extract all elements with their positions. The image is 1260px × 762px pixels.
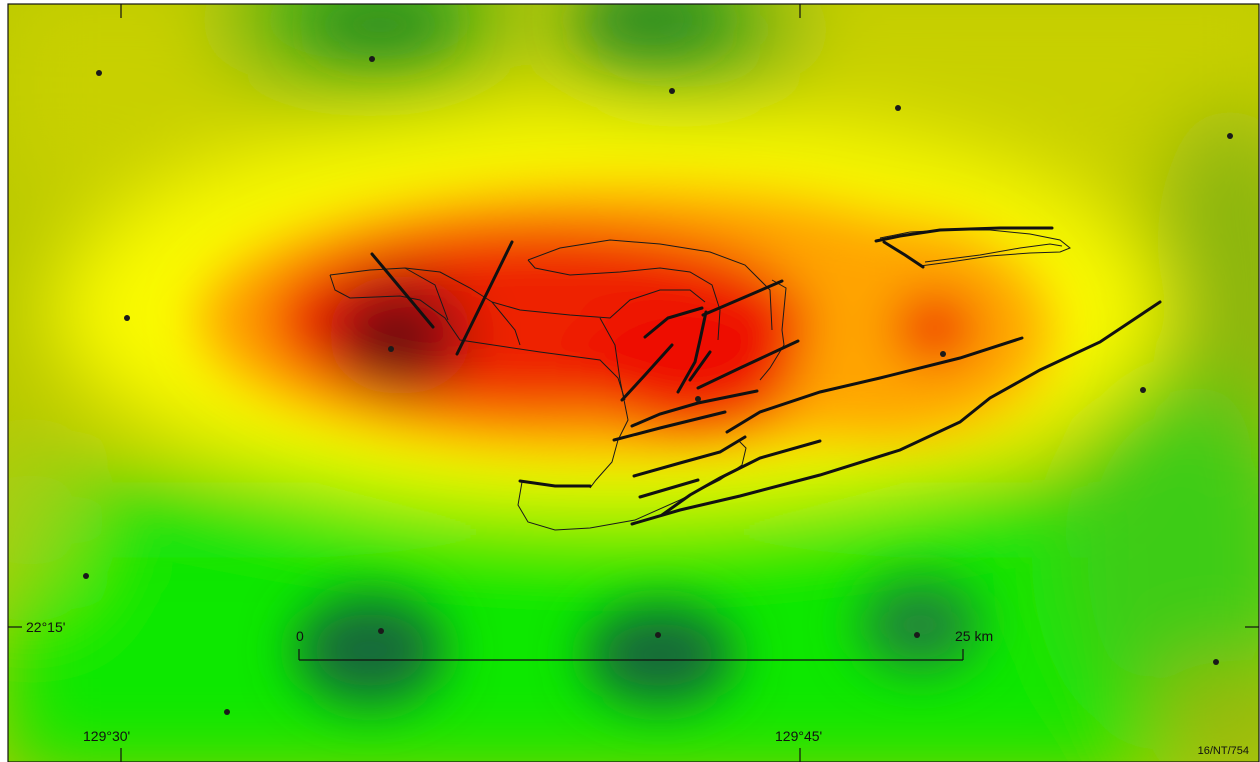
station-point bbox=[1213, 659, 1219, 665]
fault-line bbox=[643, 306, 704, 339]
fault-lines bbox=[370, 226, 1162, 526]
unit-outline-east-block bbox=[759, 279, 787, 381]
fault-line bbox=[455, 240, 514, 356]
station-point bbox=[940, 351, 946, 357]
station-point bbox=[914, 632, 920, 638]
scale-bar-start-label: 0 bbox=[296, 628, 304, 644]
station-point bbox=[83, 573, 89, 579]
station-point bbox=[224, 709, 230, 715]
fault-line bbox=[696, 339, 800, 390]
scale-bar-end-label: 25 km bbox=[955, 628, 993, 644]
unit-outline-central-d bbox=[599, 317, 626, 406]
fault-line bbox=[612, 410, 727, 442]
fault-line bbox=[630, 300, 1162, 526]
unit-outline-central-c bbox=[491, 289, 706, 319]
unit-outline-south bbox=[589, 404, 629, 489]
unit-outline-west-b bbox=[329, 274, 626, 401]
latitude-label: 22°15' bbox=[26, 619, 65, 635]
unit-outline-central-b bbox=[527, 259, 721, 341]
fault-line bbox=[370, 252, 435, 329]
station-point bbox=[895, 105, 901, 111]
station-point bbox=[655, 632, 661, 638]
fault-line bbox=[518, 479, 592, 488]
fault-line bbox=[638, 478, 700, 499]
fault-line bbox=[882, 240, 925, 269]
map-frame bbox=[7, 3, 1260, 762]
station-point bbox=[695, 396, 701, 402]
fault-line bbox=[632, 435, 747, 478]
fault-line bbox=[620, 343, 674, 402]
unit-outline-central bbox=[527, 239, 773, 331]
graticule-ticks bbox=[8, 4, 1259, 762]
station-point bbox=[388, 346, 394, 352]
longitude-label-east: 129°45' bbox=[775, 728, 822, 744]
station-point bbox=[96, 70, 102, 76]
station-point bbox=[1140, 387, 1146, 393]
station-point bbox=[124, 315, 130, 321]
fault-line bbox=[660, 439, 822, 517]
fault-line bbox=[725, 336, 1024, 434]
fault-line bbox=[676, 310, 708, 394]
fault-line bbox=[701, 279, 784, 317]
survey-stations bbox=[83, 56, 1233, 715]
geological-unit-outlines bbox=[329, 229, 1071, 531]
unit-outline-west bbox=[329, 267, 521, 346]
reference-code: 16/NT/754 bbox=[1198, 745, 1249, 757]
station-point bbox=[1227, 133, 1233, 139]
station-point bbox=[378, 628, 384, 634]
fault-line bbox=[874, 226, 1054, 243]
fault-line bbox=[688, 350, 712, 382]
scale-bar: 0 25 km bbox=[296, 628, 993, 661]
unit-outline-ne-lens-inner bbox=[924, 243, 1063, 263]
fault-line bbox=[630, 389, 759, 428]
unit-outline-south-lobe bbox=[517, 439, 747, 531]
station-point bbox=[669, 88, 675, 94]
longitude-label-west: 129°30' bbox=[83, 728, 130, 744]
station-point bbox=[369, 56, 375, 62]
unit-outline-west-c bbox=[404, 267, 449, 321]
